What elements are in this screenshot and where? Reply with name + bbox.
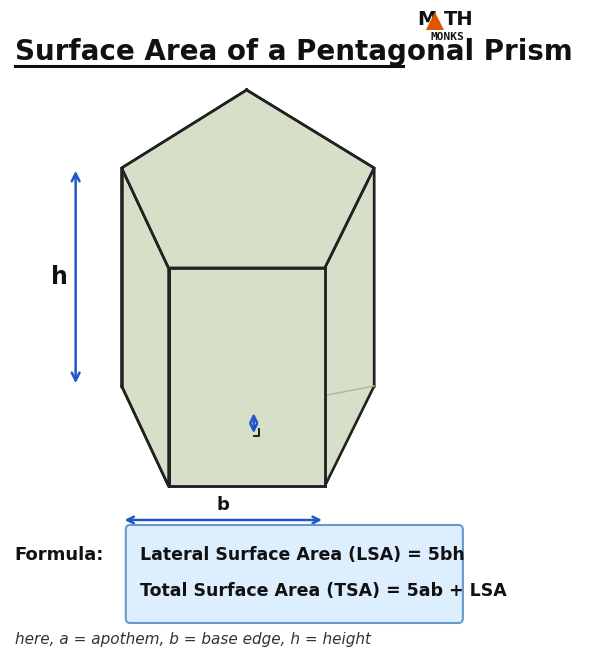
Text: b: b — [217, 496, 230, 514]
Text: here, a = apothem, b = base edge, h = height: here, a = apothem, b = base edge, h = he… — [15, 632, 371, 647]
Polygon shape — [122, 308, 374, 486]
Polygon shape — [122, 90, 247, 386]
Polygon shape — [325, 168, 374, 486]
Text: h: h — [51, 265, 68, 289]
Text: MONKS: MONKS — [431, 32, 464, 42]
Polygon shape — [122, 168, 169, 486]
Text: a: a — [259, 420, 271, 438]
Polygon shape — [426, 12, 444, 30]
Text: Surface Area of a Pentagonal Prism: Surface Area of a Pentagonal Prism — [15, 38, 572, 66]
Polygon shape — [122, 90, 374, 268]
Text: Total Surface Area (TSA) = 5ab + LSA: Total Surface Area (TSA) = 5ab + LSA — [140, 582, 506, 600]
Text: TH: TH — [444, 10, 473, 29]
Text: Formula:: Formula: — [15, 546, 104, 564]
Polygon shape — [247, 90, 374, 386]
FancyBboxPatch shape — [126, 525, 463, 623]
Text: Lateral Surface Area (LSA) = 5bh: Lateral Surface Area (LSA) = 5bh — [140, 546, 464, 564]
Text: M: M — [418, 10, 437, 29]
Polygon shape — [169, 268, 325, 486]
